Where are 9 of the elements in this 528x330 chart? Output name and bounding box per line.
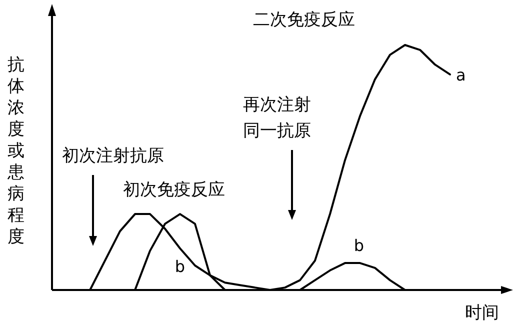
annotation: 初次注射抗原 bbox=[62, 146, 164, 166]
series-label: a bbox=[456, 65, 466, 84]
text: 抗体浓度或患病程度 bbox=[8, 55, 24, 247]
x-axis-title: 时间 bbox=[465, 303, 499, 323]
text: b bbox=[174, 257, 186, 276]
annotation: 初次免疫反应 bbox=[123, 180, 225, 200]
series-label: b bbox=[354, 236, 364, 256]
annotation: 再次注射同一抗原 bbox=[243, 95, 311, 141]
text: 二次免疫反应 bbox=[253, 10, 355, 30]
